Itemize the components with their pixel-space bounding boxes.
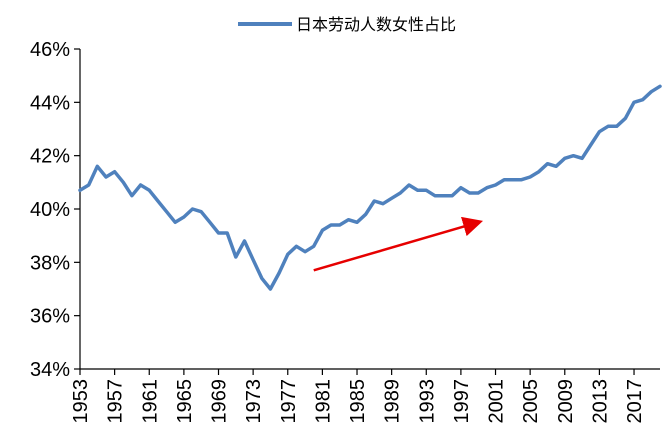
x-tick-label: 2005 xyxy=(520,379,542,424)
y-tick-label: 46% xyxy=(30,39,70,61)
x-tick-label: 2001 xyxy=(486,379,508,424)
x-tick-label: 1969 xyxy=(209,379,231,424)
y-tick-label: 34% xyxy=(30,359,70,381)
x-tick-label: 2017 xyxy=(624,379,646,424)
y-tick-label: 44% xyxy=(30,92,70,114)
x-tick-label: 1973 xyxy=(243,379,265,424)
x-tick-label: 1977 xyxy=(278,379,300,424)
series-line xyxy=(78,84,662,291)
y-tick-label: 36% xyxy=(30,306,70,328)
x-tick-label: 1965 xyxy=(174,379,196,424)
x-tick-label: 1985 xyxy=(347,379,369,424)
x-tick-label: 1997 xyxy=(451,379,473,424)
y-axis: 34% 36% 38% 40% 42% 44% 46% xyxy=(30,39,81,381)
legend: 日本劳动人数女性占比 xyxy=(238,15,456,34)
x-tick-label: 1981 xyxy=(312,379,334,424)
series-layer xyxy=(78,84,662,291)
annotation-layer xyxy=(313,216,484,272)
trend-arrow xyxy=(313,216,484,272)
x-tick-label: 1993 xyxy=(416,379,438,424)
y-tick-label: 42% xyxy=(30,146,70,168)
x-tick-label: 1989 xyxy=(382,379,404,424)
x-tick-label: 1961 xyxy=(139,379,161,424)
x-axis: 1953 1957 1961 1965 1969 1973 1977 1981 1985 1989… xyxy=(70,368,660,424)
legend-label: 日本劳动人数女性占比 xyxy=(296,15,456,34)
x-tick-label: 2009 xyxy=(555,379,577,424)
x-tick-label: 1957 xyxy=(105,379,127,424)
x-tick-label: 2013 xyxy=(589,379,611,424)
x-tick-label: 1953 xyxy=(70,379,92,424)
y-tick-label: 38% xyxy=(30,252,70,274)
y-tick-label: 40% xyxy=(30,199,70,221)
